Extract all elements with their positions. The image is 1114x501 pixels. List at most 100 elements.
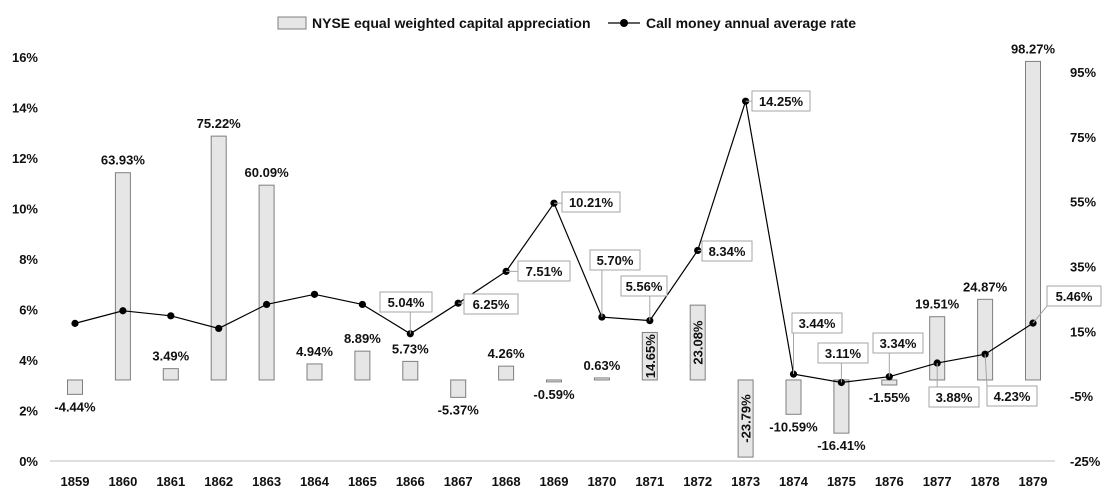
bar xyxy=(402,360,419,381)
x-tick-label: 1874 xyxy=(779,474,809,489)
line-data-label: 7.51% xyxy=(526,264,563,279)
line-data-label: 5.46% xyxy=(1056,289,1093,304)
callouts: 5.04% 6.25% 7.51% 10.21% 5.70% 5.56% 8.34% 14.2… xyxy=(379,90,1102,408)
axes: 1859 1860 1861 1862 1863 1864 1865 1866 1867 1868… xyxy=(12,50,1101,489)
y-left-tick-label: 10% xyxy=(12,202,38,217)
x-tick-label: 1868 xyxy=(492,474,521,489)
bar-data-label: 3.49% xyxy=(152,349,189,364)
callout-box xyxy=(751,90,811,112)
rate-point xyxy=(71,319,79,327)
bar-data-label: -4.44% xyxy=(54,399,96,414)
line-data-label: 3.11% xyxy=(825,346,862,361)
line-data-label: 3.88% xyxy=(936,390,973,405)
callout-box xyxy=(701,240,753,262)
x-tick-label: 1872 xyxy=(683,474,712,489)
x-tick-label: 1877 xyxy=(923,474,952,489)
bar-data-label: -0.59% xyxy=(533,387,575,402)
bar xyxy=(546,379,562,383)
bar xyxy=(977,298,994,381)
x-tick-label: 1876 xyxy=(875,474,904,489)
y-left-tick-label: 8% xyxy=(19,252,38,267)
line-data-label: 3.34% xyxy=(880,336,917,351)
rate-point xyxy=(263,300,271,309)
bar-data-label: 19.51% xyxy=(915,297,960,312)
x-tick-label: 1863 xyxy=(252,474,281,489)
legend-line-marker xyxy=(620,19,628,27)
bar-data-label: -16.41% xyxy=(817,438,866,453)
bar xyxy=(354,350,371,381)
x-tick-label: 1871 xyxy=(635,474,664,489)
line-data-label: 3.44% xyxy=(799,316,836,331)
bar-data-label: -5.37% xyxy=(438,402,480,417)
callout-leader xyxy=(984,354,988,387)
callout-box xyxy=(872,332,924,354)
y-right-tick-label: 55% xyxy=(1070,195,1096,210)
bar xyxy=(210,135,227,381)
bar xyxy=(641,331,658,381)
bar xyxy=(306,363,323,381)
bar xyxy=(1025,60,1041,381)
y-left-tick-label: 16% xyxy=(12,50,38,65)
bar-data-label: 23.08% xyxy=(691,320,706,365)
x-tick-label: 1867 xyxy=(444,474,473,489)
rate-point xyxy=(119,307,127,315)
callout-box xyxy=(817,342,869,364)
bar-data-label: 5.73% xyxy=(392,341,429,356)
line-data-label: 4.23% xyxy=(994,389,1031,404)
line-data-label: 6.25% xyxy=(473,297,510,312)
bar-data-label: -1.55% xyxy=(869,390,911,405)
line-data-label: 5.70% xyxy=(597,253,634,268)
callout-leader xyxy=(1032,305,1048,324)
bar xyxy=(833,379,850,434)
bar-data-label: 24.87% xyxy=(963,279,1008,294)
callout-box xyxy=(589,249,641,271)
bar-data-label: 8.89% xyxy=(344,331,381,346)
bar xyxy=(162,368,179,381)
callout-box xyxy=(791,312,843,334)
bar xyxy=(258,184,275,381)
callout-box xyxy=(463,293,519,315)
y-right-tick-label: -5% xyxy=(1070,389,1094,404)
y-right-tick-label: 75% xyxy=(1070,130,1096,145)
bar xyxy=(67,379,83,395)
x-tick-label: 1866 xyxy=(396,474,425,489)
line-data-label: 5.56% xyxy=(626,279,663,294)
bar xyxy=(881,379,898,386)
bar-data-label: 60.09% xyxy=(245,165,290,180)
rate-point xyxy=(167,312,175,320)
x-tick-label: 1873 xyxy=(731,474,760,489)
callout-box xyxy=(620,275,668,297)
y-left-tick-label: 2% xyxy=(19,404,38,419)
x-tick-label: 1864 xyxy=(300,474,330,489)
rate-point xyxy=(215,324,223,333)
y-left-tick-label: 12% xyxy=(12,151,38,166)
bar xyxy=(785,379,802,415)
x-tick-label: 1870 xyxy=(587,474,616,489)
x-tick-label: 1878 xyxy=(971,474,1000,489)
legend-bar-swatch xyxy=(277,16,307,30)
legend-bar-label: NYSE equal weighted capital appreciation xyxy=(312,15,591,31)
legend: NYSE equal weighted capital appreciation… xyxy=(277,15,856,31)
bar xyxy=(450,379,467,398)
x-tick-label: 1865 xyxy=(348,474,377,489)
bar-data-label: 98.27% xyxy=(1011,41,1056,56)
x-tick-label: 1859 xyxy=(61,474,90,489)
bar xyxy=(498,365,515,381)
line-data-label: 14.25% xyxy=(759,94,804,109)
bar xyxy=(689,304,706,381)
y-right-tick-label: 35% xyxy=(1070,260,1096,275)
rate-point xyxy=(310,290,319,298)
callout-box xyxy=(517,260,571,282)
callout-box xyxy=(986,385,1038,407)
y-left-tick-label: 6% xyxy=(19,303,38,318)
y-right-tick-label: 15% xyxy=(1070,324,1096,339)
bar-data-label: 4.94% xyxy=(296,344,333,359)
bar-data-label: 4.26% xyxy=(488,346,525,361)
x-tick-label: 1861 xyxy=(156,474,185,489)
y-left-tick-label: 4% xyxy=(19,353,38,368)
y-right-tick-label: -25% xyxy=(1070,454,1101,469)
callout-box xyxy=(1046,285,1102,307)
y-right-tick-label: 95% xyxy=(1070,65,1096,80)
x-tick-label: 1875 xyxy=(827,474,856,489)
